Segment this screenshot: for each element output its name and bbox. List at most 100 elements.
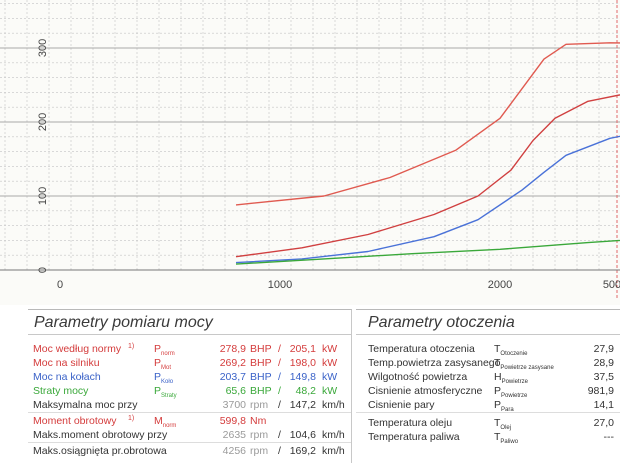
ambient-row-symbol-sub: Paliwo bbox=[500, 439, 519, 446]
power-row: Straty mocy PStraty 65,6 BHP / 48,2 kW bbox=[28, 384, 351, 399]
power-row-unit1: BHP bbox=[250, 371, 272, 383]
power-row-value1: 3700 bbox=[222, 399, 246, 411]
power-row-label: Maks.moment obrotowy przy bbox=[33, 429, 168, 441]
ambient-row-value: 37,5 bbox=[593, 371, 614, 383]
x-tick-label: 2000 bbox=[488, 279, 512, 291]
power-row-unit1: BHP bbox=[250, 357, 272, 369]
power-row-value1: 203,7 bbox=[219, 371, 246, 383]
power-row-symbol-sub: norm bbox=[161, 351, 175, 358]
power-row-unit1: Nm bbox=[250, 415, 267, 427]
power-row-unit2: km/h bbox=[322, 399, 345, 411]
power-row-label: Maksymalna moc przy bbox=[33, 399, 138, 411]
row-separator bbox=[356, 412, 620, 413]
power-row-symbol-sub: Koło bbox=[161, 379, 174, 386]
ambient-row-symbol-sub: Powietrze bbox=[501, 379, 528, 386]
power-row-unit1: rpm bbox=[250, 399, 269, 411]
power-panel-title: Parametry pomiaru mocy bbox=[28, 310, 351, 335]
ambient-row-value: 27,9 bbox=[593, 343, 614, 355]
ambient-row-symbol-sub: Powietrze bbox=[501, 393, 528, 400]
power-row-symbol: Mnorm bbox=[154, 415, 177, 430]
ambient-panel: Parametry otoczenia Temperatura otoczeni… bbox=[356, 309, 620, 463]
row-separator bbox=[28, 412, 351, 413]
ambient-row-symbol: TOtoczenie bbox=[494, 343, 528, 358]
ambient-panel-title: Parametry otoczenia bbox=[356, 310, 620, 335]
power-row-slash: / bbox=[278, 357, 281, 369]
power-row-label: Moc na kołach bbox=[33, 371, 101, 383]
ambient-row-label: Wilgotność powietrza bbox=[368, 371, 468, 383]
power-row-symbol-sub: Mot bbox=[161, 365, 172, 372]
power-row-unit2: kW bbox=[322, 343, 338, 355]
series-line-3 bbox=[235, 135, 620, 264]
power-row-value2: 149,8 bbox=[289, 371, 316, 383]
power-row-value2: 205,1 bbox=[289, 343, 316, 355]
ambient-row-label: Temp.powietrza zasysanego bbox=[368, 357, 501, 369]
power-row-note: 1) bbox=[128, 343, 135, 350]
power-row-unit1: rpm bbox=[250, 445, 269, 457]
ambient-row: Cisnienie pary PPara 14,1 bbox=[356, 398, 620, 414]
power-row: Moc na kołach PKoło 203,7 BHP / 149,8 kW bbox=[28, 370, 351, 385]
power-row-value2: 198,0 bbox=[289, 357, 316, 369]
power-row-symbol: Pnorm bbox=[154, 343, 175, 358]
power-row: Maks.moment obrotowy przy 2635 rpm / 104,6 km… bbox=[28, 428, 351, 442]
power-row: Maksymalna moc przy 3700 rpm / 147,2 km/h bbox=[28, 398, 351, 412]
power-row-symbol: PKoło bbox=[154, 371, 174, 386]
power-row-value1: 2635 bbox=[222, 429, 246, 441]
series-line-2 bbox=[235, 94, 620, 258]
ambient-row-value: 28,9 bbox=[593, 357, 614, 369]
power-row-value2: 147,2 bbox=[289, 399, 316, 411]
power-row-value1: 65,6 bbox=[225, 385, 246, 397]
ambient-row: Cisnienie atmosferyczne PPowietrze 981,9 bbox=[356, 384, 620, 399]
ambient-row-label: Temperatura otoczenia bbox=[368, 343, 475, 355]
power-row-unit1: rpm bbox=[250, 429, 269, 441]
x-tick-label: 1000 bbox=[268, 279, 292, 291]
power-row-slash: / bbox=[278, 399, 281, 411]
ambient-row-symbol: PPowietrze bbox=[494, 385, 528, 400]
power-row-value1: 269,2 bbox=[219, 357, 246, 369]
ambient-row-symbol-sub: Olej bbox=[500, 425, 512, 432]
power-row-value2: 48,2 bbox=[295, 385, 316, 397]
series-line-4 bbox=[235, 239, 620, 265]
power-row-symbol: PStraty bbox=[154, 385, 177, 400]
power-row: Moment obrotowy 1) Mnorm 599,8 Nm bbox=[28, 414, 351, 429]
power-row-label: Straty mocy bbox=[33, 385, 89, 397]
y-tick-label: 300 bbox=[37, 39, 49, 57]
power-row-slash: / bbox=[278, 385, 281, 397]
power-row-value2: 104,6 bbox=[289, 429, 316, 441]
power-row-slash: / bbox=[278, 445, 281, 457]
ambient-row: Temperatura paliwa TPaliwo --- bbox=[356, 430, 620, 445]
power-panel: Parametry pomiaru mocy Moc według normy 1… bbox=[28, 309, 352, 463]
power-row-unit2: kW bbox=[322, 385, 338, 397]
ambient-row-value: --- bbox=[603, 431, 615, 443]
power-row-label: Moc według normy bbox=[33, 343, 122, 355]
ambient-row-label: Cisnienie atmosferyczne bbox=[368, 385, 483, 397]
y-tick-label: 100 bbox=[37, 187, 49, 205]
power-row-unit2: km/h bbox=[322, 429, 345, 441]
ambient-row-label: Temperatura paliwa bbox=[368, 431, 460, 443]
dyno-chart: 010002000300040005000100200300 bbox=[0, 0, 620, 300]
series-line-1 bbox=[235, 42, 620, 206]
power-row-unit2: km/h bbox=[322, 445, 345, 457]
power-row-unit1: BHP bbox=[250, 343, 272, 355]
power-row-note: 1) bbox=[128, 415, 135, 422]
power-row-symbol: PMot bbox=[154, 357, 172, 372]
power-row-slash: / bbox=[278, 429, 281, 441]
ambient-row-symbol: TPaliwo bbox=[494, 431, 519, 446]
power-row-value1: 278,9 bbox=[219, 343, 246, 355]
power-row-slash: / bbox=[278, 343, 281, 355]
ambient-row-value: 981,9 bbox=[587, 385, 614, 397]
results-tables: Parametry pomiaru mocy Moc według normy 1… bbox=[0, 305, 620, 463]
power-row-unit2: kW bbox=[322, 371, 338, 383]
ambient-row-label: Cisnienie pary bbox=[368, 399, 435, 411]
power-row-unit2: kW bbox=[322, 357, 338, 369]
ambient-row-symbol-sub: Powietrze zasysane bbox=[500, 365, 554, 372]
y-tick-label: 0 bbox=[37, 267, 49, 273]
ambient-row: Wilgotność powietrza HPowietrze 37,5 bbox=[356, 370, 620, 386]
power-row-label: Maks.osiągnięta pr.obrotowa bbox=[33, 445, 167, 457]
power-row-label: Moment obrotowy bbox=[33, 415, 117, 427]
ambient-row-symbol-sub: Para bbox=[501, 407, 514, 414]
power-row: Moc według normy 1) Pnorm 278,9 BHP / 205,1 kW bbox=[28, 342, 351, 357]
chart-series bbox=[235, 42, 620, 265]
power-row-value1: 599,8 bbox=[219, 415, 246, 427]
power-row-slash: / bbox=[278, 371, 281, 383]
chart-tick-labels: 010002000300040005000100200300 bbox=[37, 39, 620, 291]
